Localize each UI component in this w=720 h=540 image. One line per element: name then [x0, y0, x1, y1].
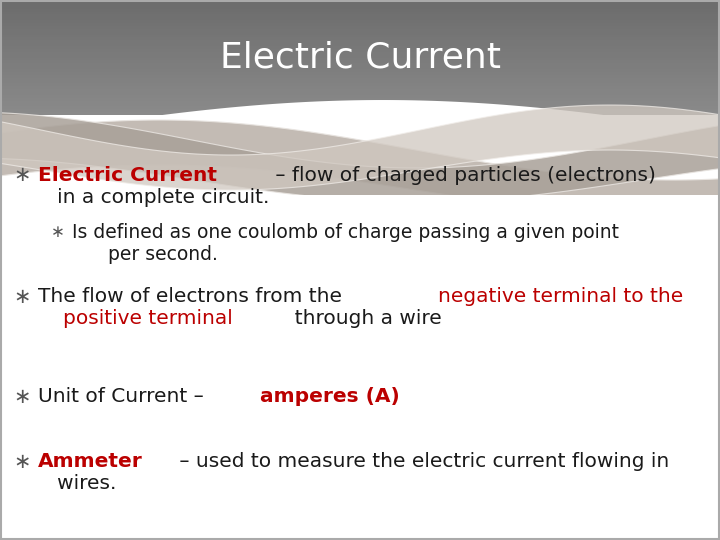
Polygon shape — [0, 120, 720, 215]
Text: Is defined as one coulomb of charge passing a given point: Is defined as one coulomb of charge pass… — [72, 222, 619, 241]
Text: wires.: wires. — [38, 474, 117, 493]
Bar — [0, 83, 720, 86]
Text: Unit of Current –: Unit of Current – — [38, 387, 210, 407]
Text: through a wire: through a wire — [282, 309, 441, 328]
Bar — [0, 39, 720, 43]
Bar — [0, 14, 720, 17]
Bar — [0, 85, 720, 89]
Text: Ammeter: Ammeter — [38, 452, 143, 471]
Text: positive terminal: positive terminal — [63, 309, 233, 328]
Text: per second.: per second. — [90, 245, 218, 264]
Bar — [0, 77, 720, 80]
Text: negative terminal to the: negative terminal to the — [438, 287, 684, 306]
Bar — [0, 68, 720, 72]
Polygon shape — [0, 100, 720, 540]
Bar — [0, 108, 720, 112]
Text: – flow of charged particles (electrons): – flow of charged particles (electrons) — [269, 166, 656, 185]
Text: ∗: ∗ — [51, 223, 65, 241]
Bar — [0, 36, 720, 40]
Bar — [0, 25, 720, 29]
Bar — [0, 195, 720, 540]
Text: Electric Current: Electric Current — [220, 40, 500, 75]
Text: Electric Current: Electric Current — [38, 166, 217, 185]
Bar — [0, 74, 720, 78]
Polygon shape — [0, 105, 720, 190]
Bar — [0, 48, 720, 52]
Bar — [0, 51, 720, 55]
Text: amperes (A): amperes (A) — [260, 387, 400, 407]
Bar — [0, 5, 720, 9]
Bar — [0, 45, 720, 49]
Text: in a complete circuit.: in a complete circuit. — [38, 188, 269, 207]
Bar — [0, 71, 720, 75]
Polygon shape — [0, 113, 720, 202]
Bar — [0, 111, 720, 115]
Bar — [0, 22, 720, 26]
Bar — [0, 57, 720, 60]
Bar — [0, 42, 720, 46]
Bar — [0, 65, 720, 69]
Bar — [0, 59, 720, 63]
Text: The flow of electrons from the: The flow of electrons from the — [38, 287, 348, 306]
Bar — [0, 28, 720, 32]
Bar — [0, 100, 720, 104]
Bar — [0, 10, 720, 15]
Bar — [0, 31, 720, 35]
Bar — [0, 8, 720, 11]
Bar — [0, 53, 720, 57]
Bar — [0, 91, 720, 95]
Bar — [0, 33, 720, 37]
Bar — [0, 105, 720, 109]
Bar — [0, 62, 720, 66]
Bar — [0, 97, 720, 100]
Bar — [0, 2, 720, 6]
Bar — [0, 0, 720, 3]
Text: ∗: ∗ — [13, 287, 31, 307]
Bar — [0, 79, 720, 83]
Bar — [0, 16, 720, 20]
Bar — [0, 103, 720, 106]
Text: ∗: ∗ — [13, 451, 31, 471]
Text: ∗: ∗ — [13, 165, 31, 185]
Bar — [0, 19, 720, 23]
Text: ∗: ∗ — [13, 387, 31, 407]
Bar — [0, 88, 720, 92]
Bar — [0, 94, 720, 98]
Text: – used to measure the electric current flowing in: – used to measure the electric current f… — [174, 452, 670, 471]
